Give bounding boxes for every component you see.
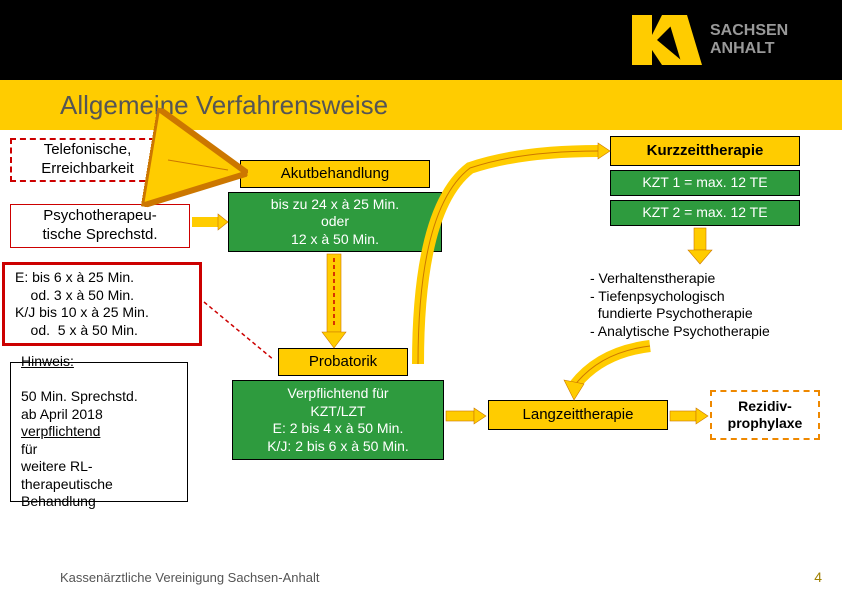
box-details: E: bis 6 x à 25 Min. od. 3 x à 50 Min. K… — [2, 262, 202, 346]
box-rezidiv: Rezidiv- prophylaxe — [710, 390, 820, 440]
arrow-probatorik-kurzzeit — [410, 148, 610, 364]
arrow-verpflichtend-langzeit — [446, 408, 486, 424]
box-psycho: Psychotherapeu- tische Sprechstd. — [10, 204, 190, 248]
box-verpflichtend: Verpflichtend für KZT/LZT E: 2 bis 4 x à… — [232, 380, 444, 460]
arrow-details-probatorik — [204, 300, 280, 370]
diagram-canvas: Telefonische, Erreichbarkeit Psychothera… — [0, 130, 842, 570]
box-kzt1: KZT 1 = max. 12 TE — [610, 170, 800, 196]
header-yellow-bar: Allgemeine Verfahrensweise — [0, 80, 842, 130]
box-hinweis: Hinweis: 50 Min. Sprechstd. ab April 201… — [10, 362, 188, 502]
arrow-akut-probatorik — [322, 254, 352, 348]
arrow-langzeit-rezidiv — [670, 408, 708, 424]
logo-text-2: ANHALT — [710, 40, 788, 58]
box-kurzzeit: Kurzzeittherapie — [610, 136, 800, 166]
logo-text-1: SACHSEN — [710, 22, 788, 40]
logo: SACHSEN ANHALT — [632, 10, 822, 70]
page-title: Allgemeine Verfahrensweise — [60, 90, 388, 121]
box-therapien: - Verhaltenstherapie - Tiefenpsychologis… — [580, 265, 820, 345]
kv-logo-icon — [632, 15, 702, 65]
arrow-telefon-akut — [168, 148, 238, 172]
box-probatorik: Probatorik — [278, 348, 408, 376]
footer-text: Kassenärztliche Vereinigung Sachsen-Anha… — [60, 570, 319, 585]
box-langzeit: Langzeittherapie — [488, 400, 668, 430]
page-number: 4 — [814, 569, 822, 585]
arrow-kzt-therapien — [688, 228, 712, 264]
arrow-therapien-langzeit — [560, 346, 660, 400]
box-telefon: Telefonische, Erreichbarkeit — [10, 138, 165, 182]
box-kzt2: KZT 2 = max. 12 TE — [610, 200, 800, 226]
box-akut: Akutbehandlung — [240, 160, 430, 188]
arrow-psycho-akut — [192, 212, 228, 232]
